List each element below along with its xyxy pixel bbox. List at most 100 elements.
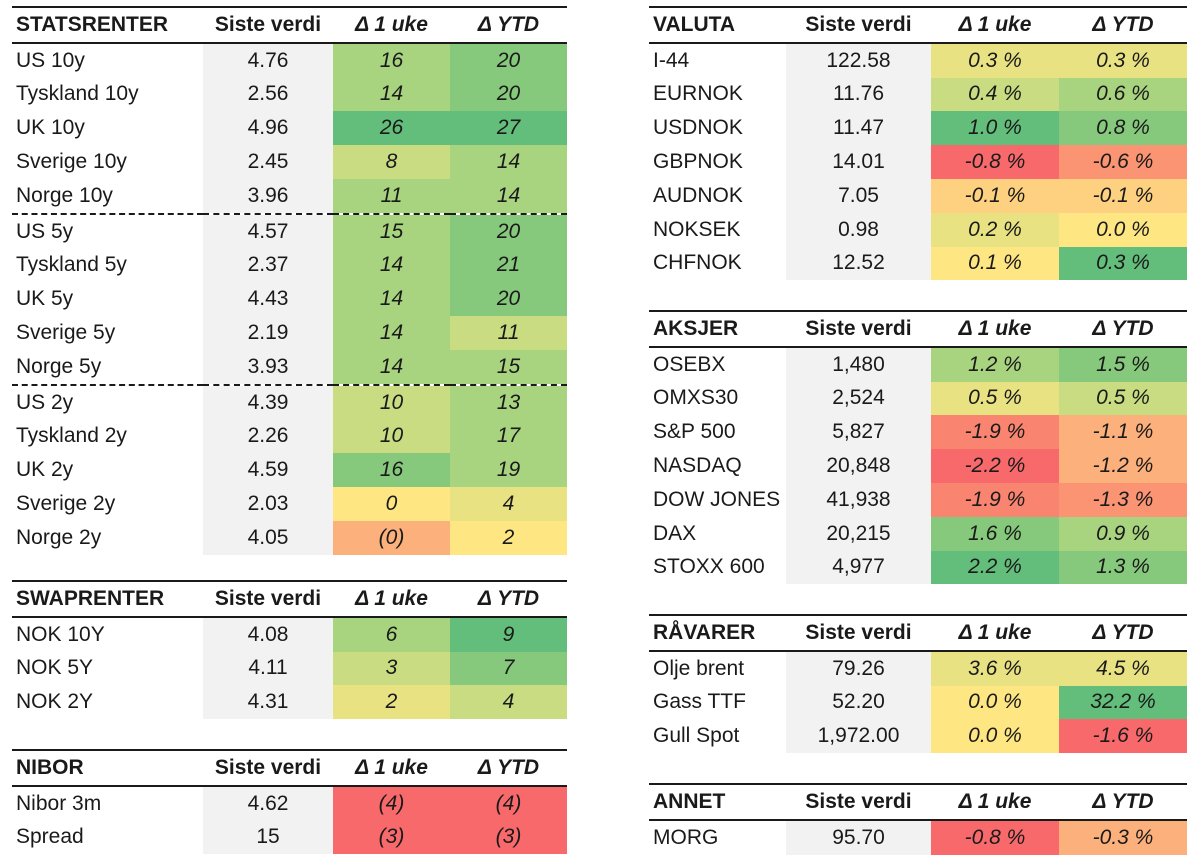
row-name: Norge 5y (16, 354, 102, 378)
row-name: S&P 500 (653, 420, 736, 444)
row-name: UK 2y (16, 458, 74, 482)
table-row: USDNOK 11.47 1.0 % 0.8 % (649, 111, 1187, 146)
row-name: UK 10y (16, 116, 85, 140)
table-row: Norge 10y 3.96 11 14 (12, 178, 567, 214)
ytd-change-header: Δ YTD (450, 580, 567, 618)
week-change-cell: -0.8 % (931, 819, 1059, 855)
table-row: Tyskland 2y 2.26 10 17 (12, 419, 567, 454)
row-name: NOK 10Y (16, 622, 105, 646)
ytd-change-cell: 27 (450, 111, 567, 146)
ytd-change-cell: 0.9 % (1059, 516, 1187, 551)
table-row: I-44 122.58 0.3 % 0.3 % (649, 42, 1187, 78)
ytd-change-cell: 17 (450, 419, 567, 454)
week-change-cell: 15 (333, 212, 450, 249)
table-header-row: SWAPRENTER Siste verdi Δ 1 uke Δ YTD (12, 580, 567, 618)
table-row: DOW JONES 41,938 -1.9 % -1.3 % (649, 482, 1187, 517)
week-change-header: Δ 1 uke (931, 6, 1059, 44)
week-change-cell: 16 (333, 42, 450, 78)
week-change-cell: 1.0 % (931, 111, 1059, 146)
week-change-cell: 6 (333, 616, 450, 652)
row-value: 15 (203, 820, 333, 855)
table-row: AUDNOK 7.05 -0.1 % -0.1 % (649, 178, 1187, 213)
week-change-cell: 11 (333, 178, 450, 214)
week-change-cell: 10 (333, 383, 450, 420)
ytd-change-cell: -1.3 % (1059, 482, 1187, 517)
ytd-change-cell: 2 (450, 520, 567, 555)
annet-table: ANNET Siste verdi Δ 1 uke Δ YTD MORG 95.7… (649, 783, 1187, 855)
table-row: Gass TTF 52.20 0.0 % 32.2 % (649, 685, 1187, 720)
ytd-change-header: Δ YTD (450, 749, 567, 787)
row-value: 4.39 (203, 383, 333, 420)
row-name: Sverige 5y (16, 321, 116, 345)
table-title: NIBOR (12, 749, 203, 787)
row-value: 4,977 (786, 550, 931, 585)
row-name: DAX (653, 521, 697, 545)
value-header: Siste verdi (203, 6, 333, 44)
ytd-change-cell: -1.1 % (1059, 415, 1187, 450)
ytd-change-cell: -0.6 % (1059, 145, 1187, 179)
row-name: Gass TTF (653, 690, 746, 714)
table-row: Sverige 10y 2.45 8 14 (12, 145, 567, 179)
table-title: STATSRENTER (12, 6, 203, 44)
week-change-cell: 2 (333, 685, 450, 720)
row-value: 4.31 (203, 685, 333, 720)
ytd-change-cell: 0.0 % (1059, 212, 1187, 247)
week-change-cell: -0.8 % (931, 145, 1059, 179)
week-change-cell: 8 (333, 145, 450, 179)
ytd-change-cell: -1.2 % (1059, 449, 1187, 483)
week-change-cell: 14 (333, 77, 450, 112)
row-value: 3.96 (203, 178, 333, 214)
table-title: ANNET (649, 783, 786, 821)
valuta-table: VALUTA Siste verdi Δ 1 uke Δ YTD I-44 122… (649, 6, 1187, 281)
table-row: CHFNOK 12.52 0.1 % 0.3 % (649, 246, 1187, 281)
row-value: 3.93 (203, 349, 333, 385)
nibor-table: NIBOR Siste verdi Δ 1 uke Δ YTD Nibor 3m… (12, 749, 567, 855)
table-title: VALUTA (649, 6, 786, 44)
row-value: 2,524 (786, 381, 931, 416)
row-value: 1,480 (786, 346, 931, 382)
row-name: Tyskland 2y (16, 424, 127, 448)
ytd-change-cell: -0.1 % (1059, 178, 1187, 213)
row-value: 4.11 (203, 651, 333, 686)
ytd-change-header: Δ YTD (450, 6, 567, 44)
ytd-change-cell: 1.5 % (1059, 346, 1187, 382)
row-value: 20,848 (786, 449, 931, 483)
table-row: US 10y 4.76 16 20 (12, 42, 567, 78)
week-change-cell: 10 (333, 419, 450, 454)
week-change-cell: 26 (333, 111, 450, 146)
row-name: Sverige 2y (16, 492, 116, 516)
table-row: S&P 500 5,827 -1.9 % -1.1 % (649, 415, 1187, 450)
week-change-header: Δ 1 uke (333, 6, 450, 44)
table-row: UK 2y 4.59 16 19 (12, 453, 567, 488)
week-change-header: Δ 1 uke (333, 580, 450, 618)
value-header: Siste verdi (786, 783, 931, 821)
week-change-cell: 0.3 % (931, 42, 1059, 78)
ytd-change-cell: 0.3 % (1059, 246, 1187, 281)
row-name: Olje brent (653, 656, 745, 680)
row-name: CHFNOK (653, 251, 742, 275)
table-row: Norge 2y 4.05 (0) 2 (12, 520, 567, 555)
table-row: OMXS30 2,524 0.5 % 0.5 % (649, 381, 1187, 416)
week-change-cell: 3 (333, 651, 450, 686)
ytd-change-cell: (4) (450, 785, 567, 821)
row-value: 2.37 (203, 248, 333, 283)
week-change-cell: -0.1 % (931, 178, 1059, 213)
week-change-cell: 2.2 % (931, 550, 1059, 585)
row-value: 122.58 (786, 42, 931, 78)
week-change-cell: 0.1 % (931, 246, 1059, 281)
week-change-cell: -2.2 % (931, 449, 1059, 483)
ytd-change-cell: 21 (450, 248, 567, 283)
week-change-cell: 14 (333, 248, 450, 283)
ytd-change-header: Δ YTD (1059, 310, 1187, 348)
week-change-cell: 1.2 % (931, 346, 1059, 382)
ytd-change-cell: 32.2 % (1059, 685, 1187, 720)
table-row: UK 5y 4.43 14 20 (12, 282, 567, 317)
row-name: Nibor 3m (16, 791, 102, 815)
table-row: Norge 5y 3.93 14 15 (12, 349, 567, 385)
value-header: Siste verdi (203, 749, 333, 787)
row-name: US 5y (12, 212, 203, 249)
row-name: Norge 10y (16, 183, 113, 207)
row-value: 2.45 (203, 145, 333, 179)
table-title: RÅVARER (649, 614, 786, 652)
row-value: 52.20 (786, 685, 931, 720)
